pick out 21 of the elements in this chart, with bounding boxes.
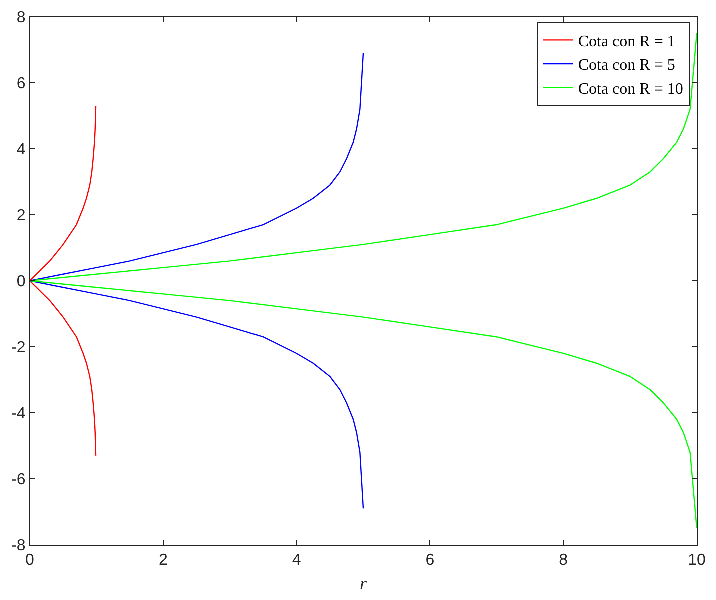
line-series (30, 32, 697, 530)
y-tick-label: -4 (12, 406, 26, 423)
x-tick-label: 4 (292, 552, 302, 570)
x-axis-title: r (360, 573, 368, 594)
legend-label: Cota con R = 5 (578, 57, 676, 74)
y-tick-label: 6 (16, 76, 26, 93)
x-tick-label: 6 (426, 552, 435, 570)
y-tick-label: 0 (16, 274, 26, 291)
y-tick-label: 4 (16, 142, 26, 159)
x-tick-label: 8 (559, 552, 568, 570)
x-tick-label: 10 (688, 552, 706, 570)
x-tick-label: 2 (158, 552, 168, 570)
y-tick-label: -8 (12, 538, 26, 555)
y-tick-label: 2 (16, 208, 26, 225)
legend-label: Cota con R = 10 (578, 81, 684, 98)
y-tick-label: -2 (12, 340, 26, 357)
legend-label: Cota con R = 1 (578, 33, 676, 50)
line-series (30, 106, 97, 456)
y-tick-label: -6 (12, 472, 26, 489)
line-series (30, 52, 364, 510)
y-tick-label: 8 (16, 10, 26, 27)
